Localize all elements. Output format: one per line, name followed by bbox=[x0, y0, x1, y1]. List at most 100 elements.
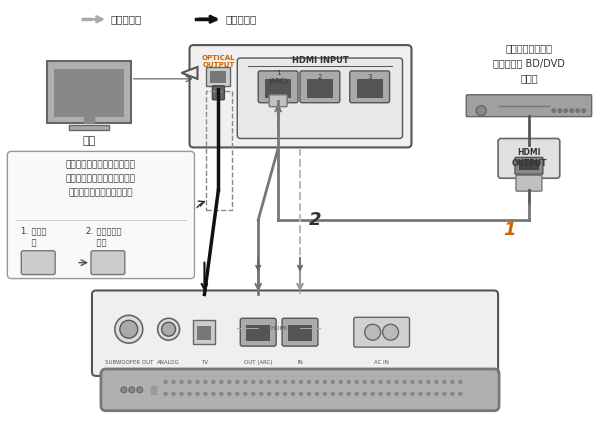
FancyBboxPatch shape bbox=[498, 139, 560, 178]
Text: 1. 取下盖
    帽: 1. 取下盖 帽 bbox=[21, 226, 47, 248]
FancyBboxPatch shape bbox=[350, 71, 389, 103]
FancyBboxPatch shape bbox=[307, 79, 333, 98]
Circle shape bbox=[395, 392, 398, 395]
Circle shape bbox=[244, 380, 247, 383]
Circle shape bbox=[355, 392, 358, 395]
FancyBboxPatch shape bbox=[47, 61, 131, 123]
Circle shape bbox=[244, 392, 247, 395]
FancyBboxPatch shape bbox=[258, 71, 298, 103]
FancyBboxPatch shape bbox=[212, 86, 224, 100]
Circle shape bbox=[355, 380, 358, 383]
Text: 将本机连接至不支持音频回传
通道功能的电视时，请使用光
纤数字音频缆线（附带）。: 将本机连接至不支持音频回传 通道功能的电视时，请使用光 纤数字音频缆线（附带）。 bbox=[66, 161, 136, 198]
Circle shape bbox=[379, 392, 382, 395]
Text: 2: 2 bbox=[308, 211, 321, 229]
Text: TV: TV bbox=[201, 360, 208, 365]
Circle shape bbox=[220, 380, 223, 383]
Circle shape bbox=[236, 380, 239, 383]
Bar bbox=[84, 117, 94, 123]
Circle shape bbox=[115, 315, 143, 343]
Circle shape bbox=[188, 392, 191, 395]
Circle shape bbox=[252, 380, 255, 383]
Circle shape bbox=[403, 380, 406, 383]
Circle shape bbox=[365, 324, 380, 340]
Text: OUT (ARC): OUT (ARC) bbox=[244, 360, 272, 365]
Circle shape bbox=[419, 392, 422, 395]
Circle shape bbox=[307, 392, 310, 395]
FancyBboxPatch shape bbox=[237, 58, 403, 139]
Circle shape bbox=[387, 380, 390, 383]
FancyBboxPatch shape bbox=[206, 67, 230, 86]
FancyBboxPatch shape bbox=[357, 79, 383, 98]
Text: ：视频信号: ：视频信号 bbox=[111, 14, 142, 24]
Text: HDMI: HDMI bbox=[271, 326, 287, 331]
FancyBboxPatch shape bbox=[211, 71, 226, 83]
Circle shape bbox=[260, 392, 263, 395]
Text: IN: IN bbox=[297, 360, 303, 365]
Circle shape bbox=[387, 392, 390, 395]
Circle shape bbox=[196, 392, 199, 395]
FancyBboxPatch shape bbox=[515, 157, 543, 174]
Circle shape bbox=[581, 109, 586, 113]
Circle shape bbox=[576, 109, 580, 113]
Circle shape bbox=[268, 392, 271, 395]
FancyBboxPatch shape bbox=[101, 369, 499, 411]
FancyBboxPatch shape bbox=[265, 79, 291, 98]
Circle shape bbox=[220, 392, 223, 395]
Bar bbox=[69, 125, 109, 130]
FancyBboxPatch shape bbox=[516, 175, 542, 191]
Circle shape bbox=[275, 392, 278, 395]
Text: 2: 2 bbox=[318, 74, 322, 80]
Text: 1
(ARC): 1 (ARC) bbox=[268, 70, 288, 84]
Circle shape bbox=[476, 106, 486, 116]
Circle shape bbox=[164, 392, 167, 395]
Circle shape bbox=[411, 392, 414, 395]
Circle shape bbox=[275, 380, 278, 383]
Circle shape bbox=[252, 392, 255, 395]
Circle shape bbox=[459, 380, 462, 383]
Text: 1: 1 bbox=[503, 221, 515, 239]
Circle shape bbox=[180, 380, 183, 383]
Text: HDMI INPUT: HDMI INPUT bbox=[292, 56, 348, 65]
FancyBboxPatch shape bbox=[21, 251, 55, 275]
Circle shape bbox=[371, 380, 374, 383]
Text: ：音频信号: ：音频信号 bbox=[226, 14, 257, 24]
Text: 电缆、卫星或网络
机顶盒，或 BD/DVD
播放机: 电缆、卫星或网络 机顶盒，或 BD/DVD 播放机 bbox=[493, 43, 565, 83]
Circle shape bbox=[347, 380, 350, 383]
Circle shape bbox=[188, 380, 191, 383]
FancyBboxPatch shape bbox=[190, 45, 412, 148]
Circle shape bbox=[129, 387, 135, 393]
Circle shape bbox=[228, 392, 231, 395]
FancyBboxPatch shape bbox=[300, 71, 340, 103]
Circle shape bbox=[411, 380, 414, 383]
Circle shape bbox=[268, 380, 271, 383]
Text: HDMI
OUTPUT: HDMI OUTPUT bbox=[511, 148, 547, 168]
Circle shape bbox=[427, 392, 430, 395]
Circle shape bbox=[204, 380, 207, 383]
Circle shape bbox=[443, 380, 446, 383]
Text: AC IN: AC IN bbox=[374, 360, 389, 365]
Circle shape bbox=[284, 380, 287, 383]
Circle shape bbox=[570, 109, 574, 113]
FancyBboxPatch shape bbox=[246, 325, 270, 341]
Circle shape bbox=[158, 318, 179, 340]
Text: OPTICAL
OUTPUT: OPTICAL OUTPUT bbox=[202, 56, 235, 69]
FancyBboxPatch shape bbox=[7, 151, 194, 279]
Circle shape bbox=[120, 320, 138, 338]
FancyBboxPatch shape bbox=[269, 95, 287, 107]
Circle shape bbox=[340, 392, 343, 395]
Circle shape bbox=[395, 380, 398, 383]
Circle shape bbox=[451, 380, 454, 383]
Circle shape bbox=[292, 392, 295, 395]
Circle shape bbox=[260, 380, 263, 383]
Text: ANALOG: ANALOG bbox=[157, 360, 180, 365]
Circle shape bbox=[307, 380, 310, 383]
Circle shape bbox=[212, 380, 215, 383]
Circle shape bbox=[435, 392, 438, 395]
Text: 2. 检查插头的
    方向: 2. 检查插头的 方向 bbox=[86, 226, 121, 248]
Circle shape bbox=[427, 380, 430, 383]
Circle shape bbox=[172, 380, 175, 383]
Circle shape bbox=[284, 392, 287, 395]
Circle shape bbox=[164, 380, 167, 383]
Circle shape bbox=[552, 109, 556, 113]
Circle shape bbox=[212, 392, 215, 395]
